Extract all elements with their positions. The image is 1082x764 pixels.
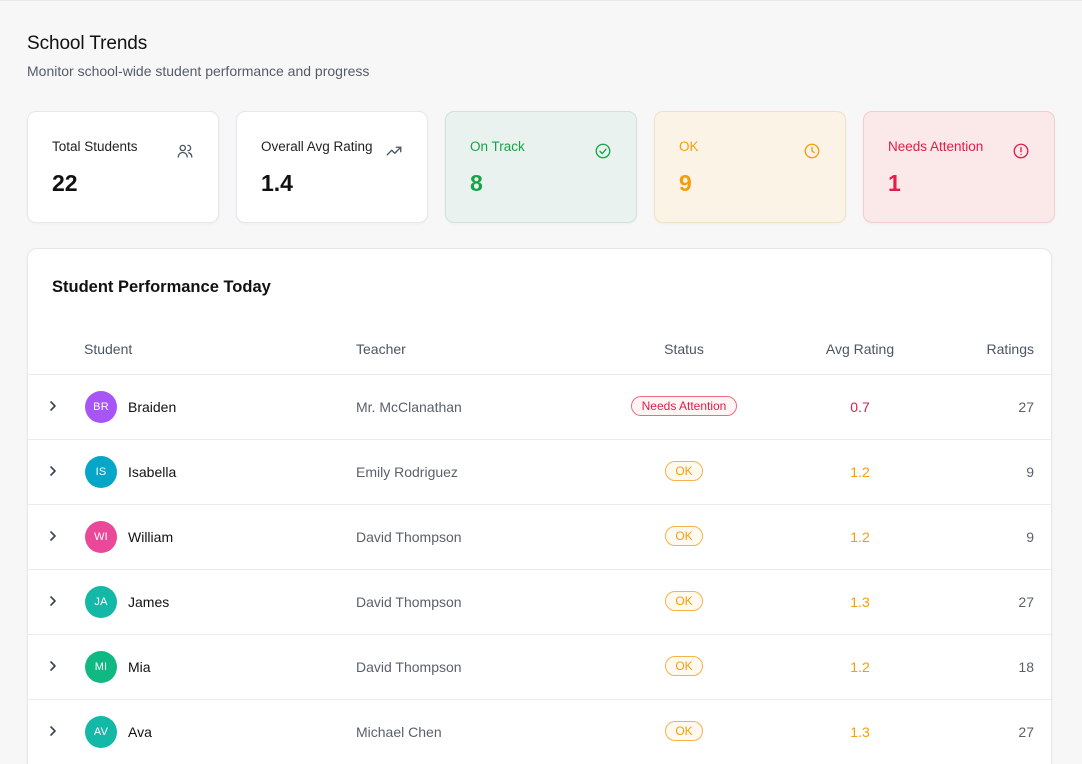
chevron-right-icon[interactable] (47, 464, 59, 478)
on-track-card: On Track 8 (445, 111, 637, 223)
student-name: William (128, 529, 174, 545)
status-badge: OK (665, 461, 703, 481)
avatar: MI (85, 651, 117, 683)
ok-card: OK 9 (654, 111, 846, 223)
total-students-card: Total Students 22 (27, 111, 219, 223)
avatar: WI (85, 521, 117, 553)
users-icon (177, 144, 193, 158)
status-badge: OK (665, 591, 703, 611)
avg-rating: 1.3 (850, 594, 870, 610)
status-cell: OK (584, 721, 784, 741)
page-header: School Trends Monitor school-wide studen… (27, 33, 369, 79)
status-badge: OK (665, 721, 703, 741)
summary-cards: Total Students 22 Overall Avg Rating 1.4… (27, 111, 1055, 223)
teacher-name: Mr. McClanathan (356, 399, 462, 415)
teacher-name: Michael Chen (356, 724, 442, 740)
ratings-count: 27 (1018, 399, 1034, 415)
status-cell: OK (584, 656, 784, 676)
chevron-right-icon[interactable] (47, 659, 59, 673)
student-name: Braiden (128, 399, 177, 415)
alert-circle-icon (1013, 143, 1029, 159)
avg-rating: 0.7 (850, 399, 870, 415)
clock-icon (804, 143, 820, 159)
column-header-status[interactable]: Status (664, 341, 704, 357)
avatar: BR (85, 391, 117, 423)
teacher-name: David Thompson (356, 659, 462, 675)
status-cell: OK (584, 591, 784, 611)
avg-rating: 1.2 (850, 659, 870, 675)
card-value: 1.4 (261, 170, 293, 196)
table-body: BR Braiden Mr. McClanathan Needs Attenti… (28, 374, 1051, 764)
chevron-right-icon[interactable] (47, 724, 59, 738)
column-header-ratings[interactable]: Ratings (986, 341, 1034, 357)
status-badge: OK (665, 656, 703, 676)
column-header-student[interactable]: Student (84, 341, 133, 357)
status-cell: Needs Attention (584, 396, 784, 416)
ratings-count: 18 (1018, 659, 1034, 675)
status-badge: Needs Attention (630, 396, 738, 416)
table-row[interactable]: BR Braiden Mr. McClanathan Needs Attenti… (28, 374, 1051, 439)
student-name: Isabella (128, 464, 177, 480)
page-title: School Trends (27, 33, 148, 54)
table-row[interactable]: IS Isabella Emily Rodriguez OK 1.2 9 (28, 439, 1051, 504)
avatar: IS (85, 456, 117, 488)
card-value: 1 (888, 170, 901, 196)
student-name: Mia (128, 659, 151, 675)
card-label: Overall Avg Rating (261, 139, 373, 154)
column-header-avg-rating[interactable]: Avg Rating (825, 341, 895, 357)
teacher-name: Emily Rodriguez (356, 464, 458, 480)
ratings-count: 27 (1018, 724, 1034, 740)
chevron-right-icon[interactable] (47, 594, 59, 608)
card-value: 9 (679, 170, 692, 196)
column-header-teacher[interactable]: Teacher (356, 341, 406, 357)
check-circle-icon (595, 143, 611, 159)
card-value: 8 (470, 170, 483, 196)
avatar: JA (85, 586, 117, 618)
avg-rating: 1.2 (850, 464, 870, 480)
panel-title: Student Performance Today (52, 278, 271, 296)
table-header: Student Teacher Status Avg Rating Rating… (28, 339, 1051, 375)
teacher-name: David Thompson (356, 594, 462, 610)
student-name: Ava (128, 724, 152, 740)
avg-rating: 1.3 (850, 724, 870, 740)
avatar: AV (85, 716, 117, 748)
ratings-count: 9 (1026, 464, 1034, 480)
avg-rating: 1.2 (850, 529, 870, 545)
trending-up-icon (386, 146, 402, 156)
table-row[interactable]: AV Ava Michael Chen OK 1.3 27 (28, 699, 1051, 764)
student-name: James (128, 594, 170, 610)
needs-attention-card: Needs Attention 1 (863, 111, 1055, 223)
ratings-count: 9 (1026, 529, 1034, 545)
status-cell: OK (584, 526, 784, 546)
card-label: On Track (470, 139, 525, 154)
table-row[interactable]: WI William David Thompson OK 1.2 9 (28, 504, 1051, 569)
card-label: OK (679, 139, 699, 154)
chevron-right-icon[interactable] (47, 529, 59, 543)
ratings-count: 27 (1018, 594, 1034, 610)
student-performance-panel: Student Performance Today Student Teache… (27, 248, 1052, 764)
card-label: Needs Attention (888, 139, 984, 154)
page-subtitle: Monitor school-wide student performance … (27, 63, 370, 79)
overall-avg-rating-card: Overall Avg Rating 1.4 (236, 111, 428, 223)
card-value: 22 (52, 170, 78, 196)
status-badge: OK (665, 526, 703, 546)
chevron-right-icon[interactable] (47, 399, 59, 413)
table-row[interactable]: JA James David Thompson OK 1.3 27 (28, 569, 1051, 634)
table-row[interactable]: MI Mia David Thompson OK 1.2 18 (28, 634, 1051, 699)
status-cell: OK (584, 461, 784, 481)
card-label: Total Students (52, 139, 138, 154)
teacher-name: David Thompson (356, 529, 462, 545)
